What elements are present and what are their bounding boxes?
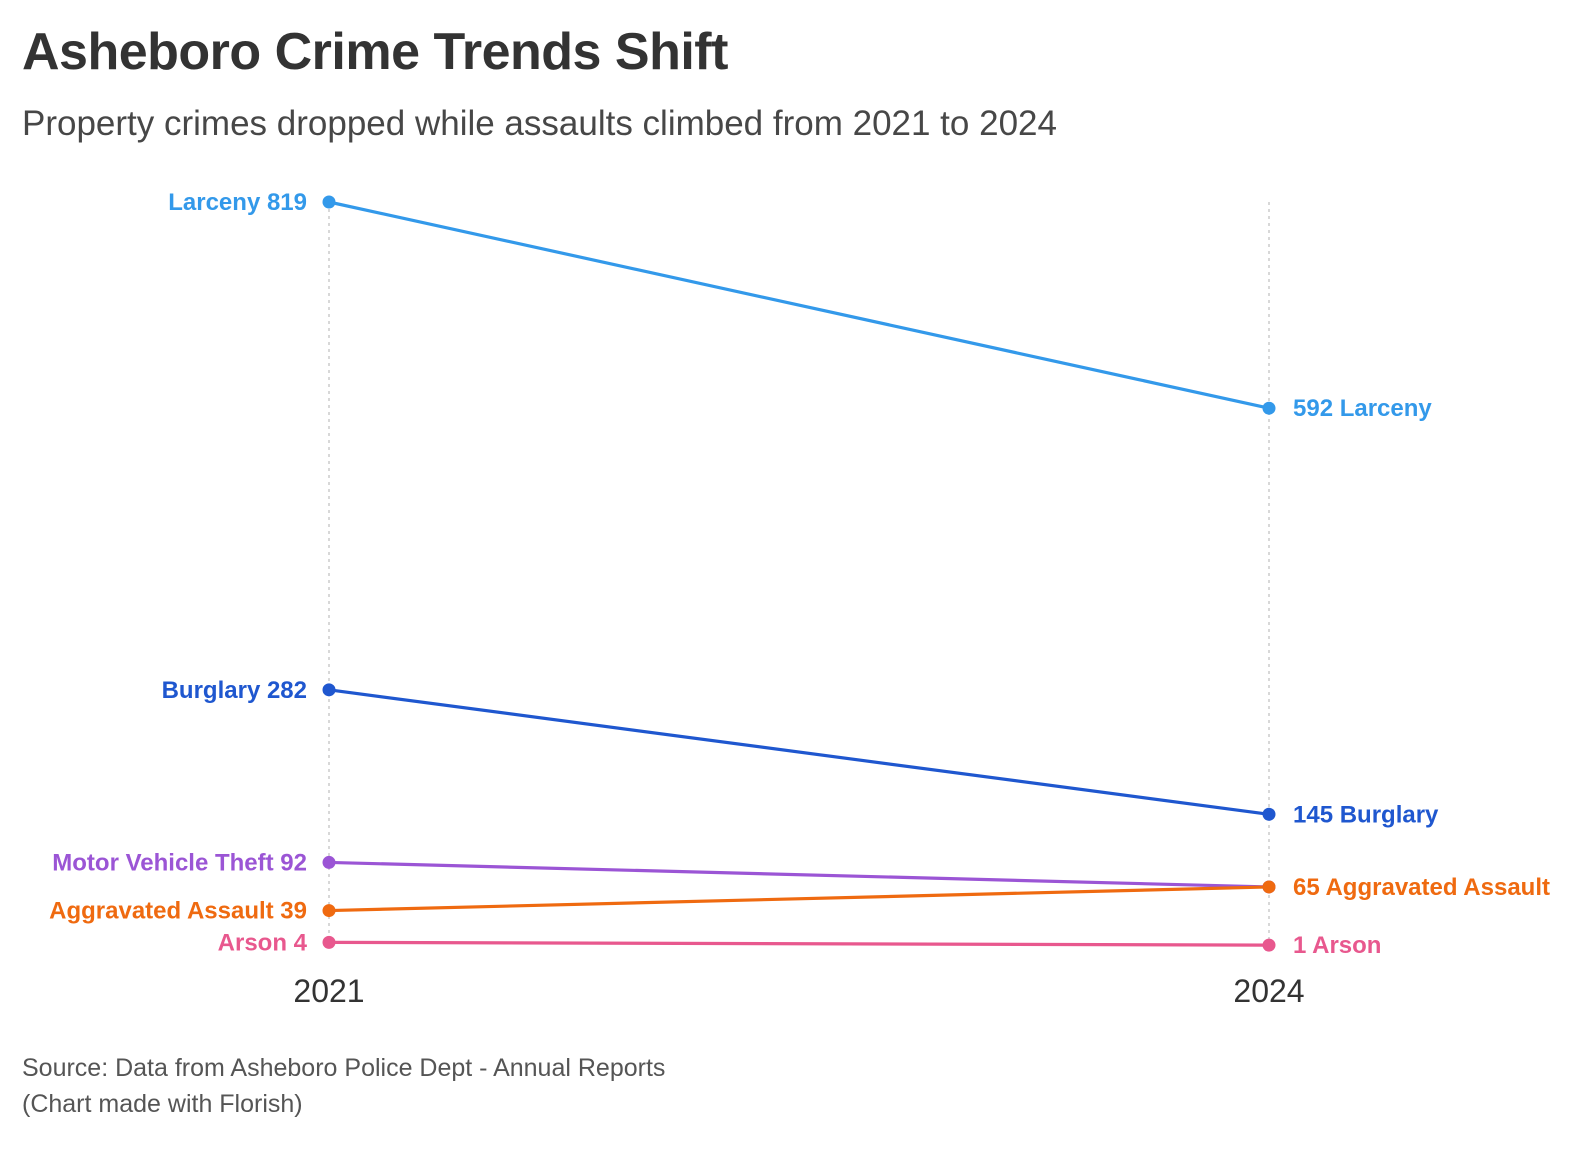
end-label-burglary: 145 Burglary (1293, 801, 1439, 828)
credit-note: (Chart made with Florish) (22, 1090, 303, 1118)
start-label-larceny: Larceny 819 (168, 189, 307, 216)
end-label-aggravated-assault: 65 Aggravated Assault (1293, 874, 1550, 901)
point-burglary-2024 (1262, 807, 1276, 821)
point-burglary-2021 (322, 683, 336, 697)
point-arson-2021 (322, 935, 336, 949)
series-line-motor-vehicle-theft (327, 860, 1271, 889)
start-label-motor-vehicle-theft: Motor Vehicle Theft 92 (52, 849, 307, 876)
end-label-arson: 1 Arson (1293, 932, 1381, 959)
x-tick-label-2024: 2024 (1233, 973, 1304, 1009)
slope-chart: Larceny 819 Burglary 282 Motor Vehicle The… (49, 189, 1550, 1009)
x-tick-label-2021: 2021 (293, 973, 364, 1009)
end-label-larceny: 592 Larceny (1293, 395, 1432, 422)
point-aggravated-assault-2024 (1262, 880, 1276, 894)
chart-footer: Source: Data from Asheboro Police Dept -… (22, 1050, 665, 1122)
start-label-arson: Arson 4 (218, 929, 308, 956)
point-aggravated-assault-2021 (322, 904, 336, 918)
point-motor-vehicle-theft-2021 (322, 855, 336, 869)
start-label-aggravated-assault: Aggravated Assault 39 (49, 898, 307, 925)
chart-title: Asheboro Crime Trends Shift (22, 23, 728, 81)
start-label-burglary: Burglary 282 (162, 677, 307, 704)
chart-subtitle: Property crimes dropped while assaults c… (22, 104, 1057, 143)
series-line-burglary (327, 688, 1271, 816)
series-line-larceny (327, 200, 1271, 410)
series-line-arson (327, 940, 1271, 947)
series-line-aggravated-assault (327, 885, 1271, 913)
point-arson-2024 (1262, 938, 1276, 952)
point-larceny-2021 (322, 195, 336, 209)
point-larceny-2024 (1262, 401, 1276, 415)
source-note: Source: Data from Asheboro Police Dept -… (22, 1054, 666, 1082)
